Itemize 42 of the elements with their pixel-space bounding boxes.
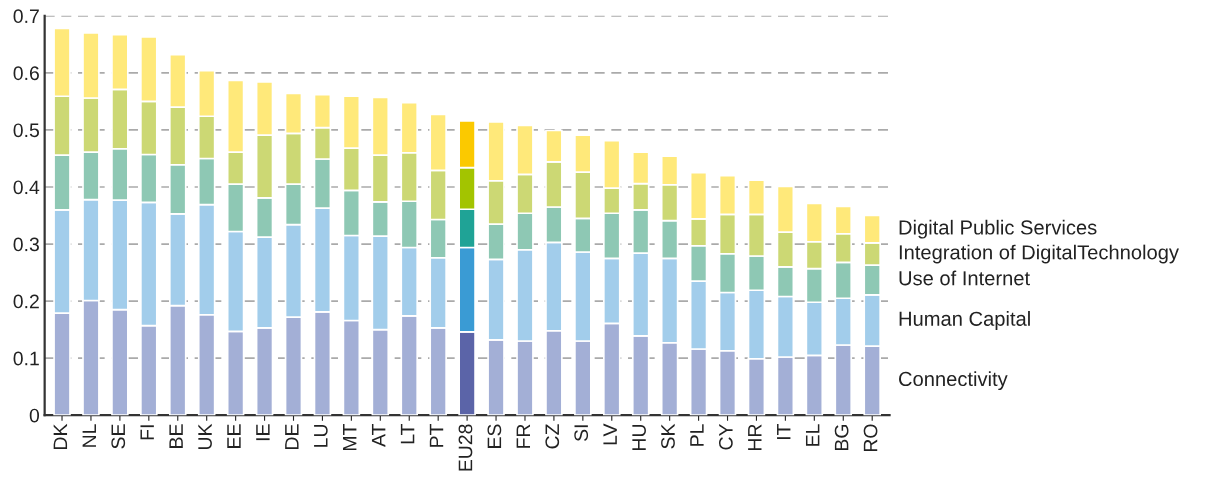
x-tick-label: LT xyxy=(400,423,415,444)
y-tick-label: 0.7 xyxy=(13,9,39,24)
x-tick-label: AT xyxy=(371,423,386,447)
y-tick-label: 0.2 xyxy=(13,294,39,309)
x-tick-label: FR xyxy=(516,424,531,448)
x-tick-label: SI xyxy=(574,425,589,442)
x-tick-label: RO xyxy=(863,424,878,452)
x-tick-label: EE xyxy=(227,424,241,448)
x-tick-label: LU xyxy=(314,425,328,447)
y-tick-label: 0 xyxy=(29,408,40,423)
x-tick-label: LV xyxy=(603,423,617,445)
x-tick-label: PL xyxy=(690,424,704,446)
series-label: Use of Internet xyxy=(899,270,1030,286)
series-label: Connectivity xyxy=(899,371,1008,391)
y-tick-label: 0.3 xyxy=(13,237,39,252)
x-tick-label: IT xyxy=(777,423,791,440)
series-label: Human Capital xyxy=(899,311,1030,330)
x-tick-label: BG xyxy=(834,424,849,451)
x-tick-label: SE xyxy=(111,424,126,449)
y-tick-label: 0.6 xyxy=(13,66,39,81)
series-label: Integration of DigitalTechnology xyxy=(899,244,1179,264)
x-tick-label: MT xyxy=(343,423,357,451)
y-tick-label: 0.4 xyxy=(13,180,40,195)
x-tick-label: ES xyxy=(487,424,502,448)
x-tick-label: NL xyxy=(82,424,96,447)
y-tick-label: 0.5 xyxy=(13,123,39,138)
x-tick-label: UK xyxy=(198,423,212,450)
x-tick-label: BE xyxy=(169,424,183,448)
x-tick-label: DE xyxy=(285,424,299,449)
y-tick-label: 0.1 xyxy=(13,351,39,366)
x-tick-label: CY xyxy=(718,423,733,450)
x-tick-label: CZ xyxy=(545,424,560,449)
x-tick-label: EL xyxy=(805,424,820,446)
x-tick-label: SK xyxy=(661,423,675,449)
series-label: Digital Public Services xyxy=(899,219,1097,239)
x-tick-label: FI xyxy=(140,425,154,440)
x-tick-label: HU xyxy=(632,425,646,451)
x-tick-label: EU28 xyxy=(458,424,473,471)
x-tick-label: HR xyxy=(748,424,762,451)
x-tick-label: DK xyxy=(53,423,68,449)
x-tick-label: IE xyxy=(256,424,270,441)
x-tick-label: PT xyxy=(429,423,444,447)
